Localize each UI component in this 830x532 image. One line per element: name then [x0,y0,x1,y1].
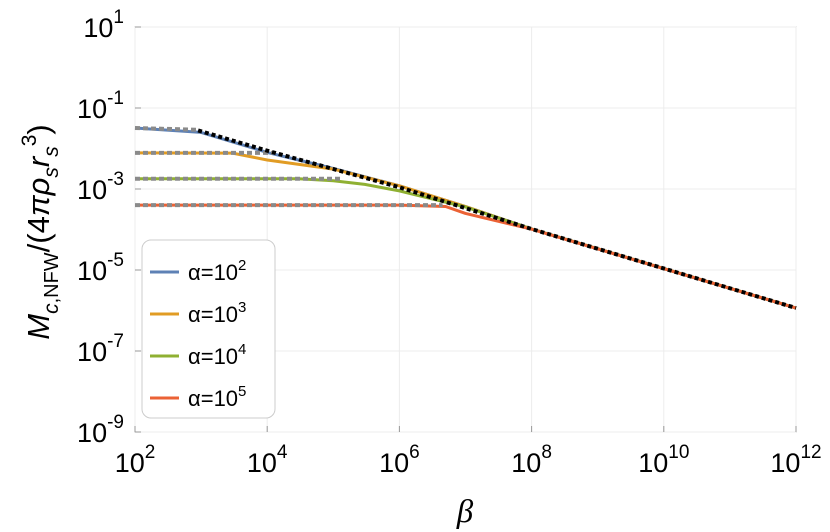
legend-label: α=104 [188,341,246,369]
legend-label: α=102 [188,257,246,285]
plateau-dashed-line [134,126,199,132]
series-lines [134,126,797,310]
legend: α=102 α=103 α=104 α=105 [141,239,276,419]
x-tick-label: 1010 [638,442,689,478]
legend-box [141,239,276,419]
x-tick-label: 104 [247,442,288,478]
x-tick-label: 106 [379,442,420,478]
y-tick-label: 10-9 [77,412,124,448]
grid [134,26,797,433]
y-tick-label: 101 [83,7,124,43]
y-tick-label: 10-1 [77,88,124,124]
y-tick-label: 10-3 [77,169,124,205]
y-tick-label: 10-5 [77,250,124,286]
legend-label: α=103 [188,299,246,327]
legend-items: α=102 α=103 α=104 α=105 [150,257,246,411]
x-tick-label: 102 [115,442,156,478]
legend-label: α=105 [188,383,246,411]
y-axis-title: Mc,NFW/(4πρsrs3) [18,124,63,339]
y-tick-label: 10-7 [77,331,124,367]
x-tick-label: 108 [511,442,552,478]
y-axis-ticks: 10-9 10-7 10-5 10-3 10-1 101 [77,7,141,448]
x-axis-title: β [456,494,474,530]
x-tick-label: 1012 [770,442,821,478]
x-axis-ticks: 102 104 106 108 1010 1012 [115,426,822,478]
